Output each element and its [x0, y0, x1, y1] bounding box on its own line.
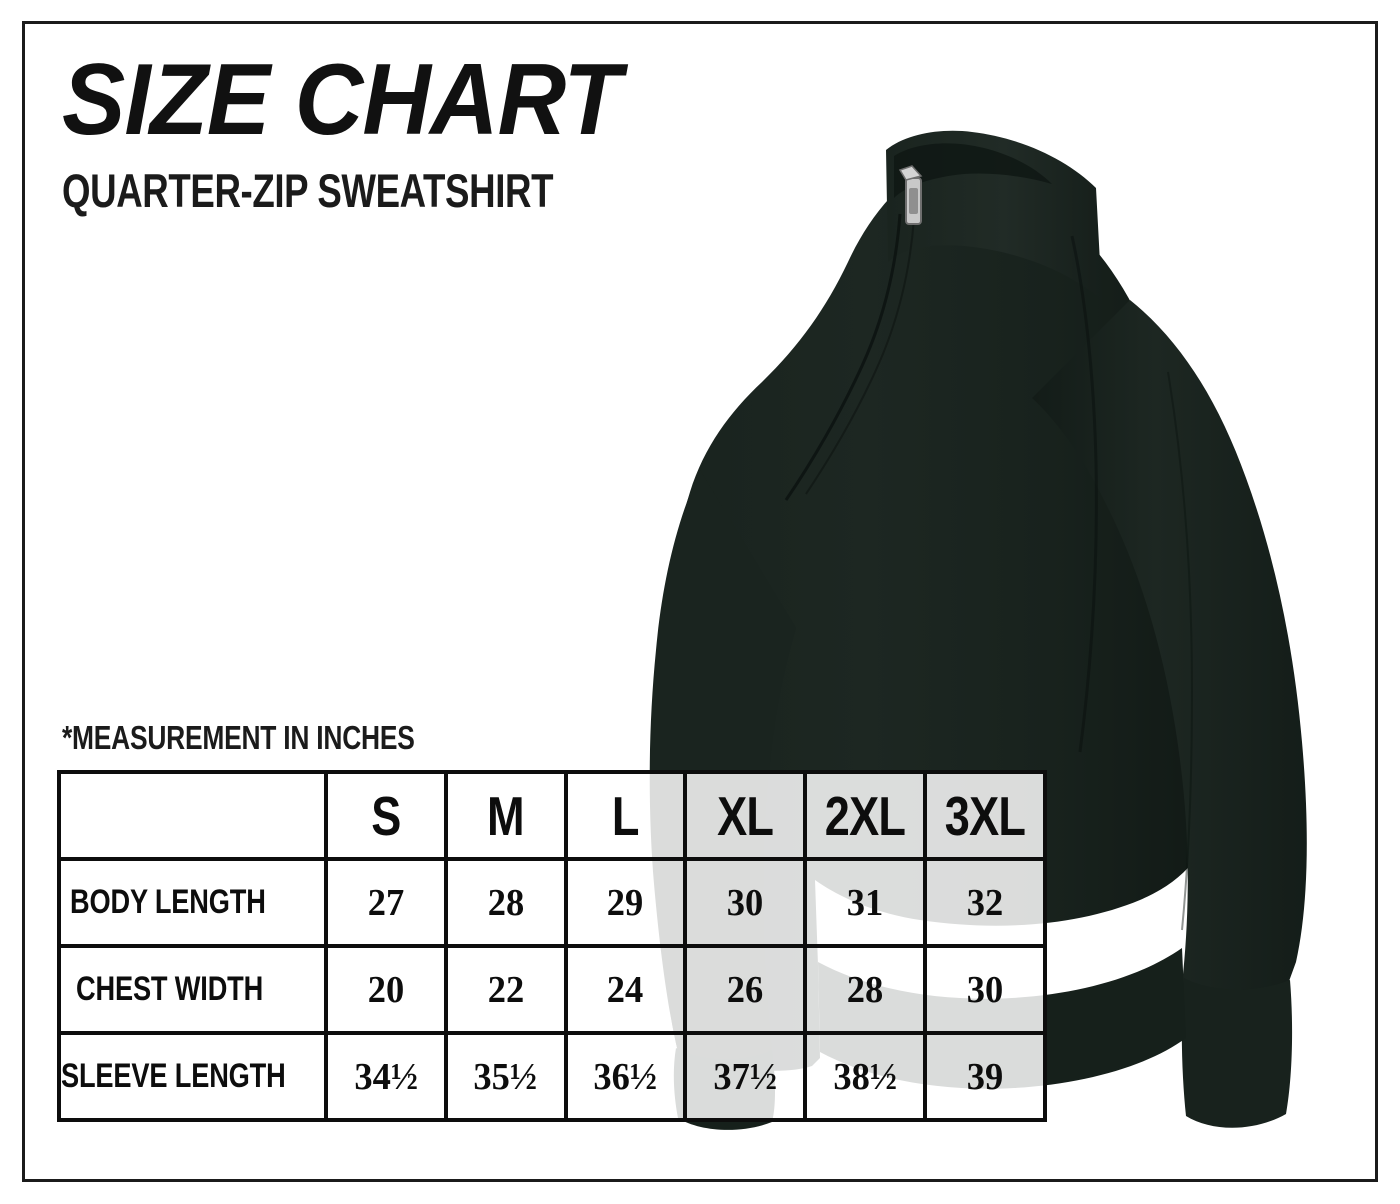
size-header-xl: XL — [683, 770, 808, 861]
cell-sleeve-length-m-text: 35½ — [473, 1055, 538, 1098]
cell-chest-width-l: 24 — [563, 944, 688, 1035]
cell-sleeve-length-s-text: 34½ — [353, 1055, 418, 1098]
title-block: SIZE CHART QUARTER-ZIP SWEATSHIRT — [62, 44, 692, 217]
cell-chest-width-xl: 26 — [683, 944, 808, 1035]
collar-inner-shadow — [894, 143, 1052, 198]
size-header-xl-label: XL — [717, 784, 774, 847]
side-seam — [1167, 371, 1194, 931]
cell-sleeve-length-m: 35½ — [443, 1031, 568, 1122]
zipper-pull-icon — [898, 165, 923, 225]
size-header-3xl-label: 3XL — [944, 784, 1026, 847]
size-header-m: M — [443, 770, 568, 861]
cell-chest-width-2xl: 28 — [803, 944, 927, 1035]
sweatshirt-right-cuff — [1181, 978, 1293, 1128]
cell-sleeve-length-xl-text: 37½ — [713, 1055, 778, 1098]
size-header-3xl: 3XL — [922, 770, 1047, 861]
size-header-l-label: L — [612, 784, 640, 847]
cell-body-length-s-text: 27 — [367, 881, 405, 924]
row-label-chest-width: CHEST WIDTH — [57, 944, 328, 1035]
cell-sleeve-length-2xl: 38½ — [803, 1031, 927, 1122]
cell-sleeve-length-l-text: 36½ — [593, 1055, 658, 1098]
cell-sleeve-length-2xl-text: 38½ — [833, 1055, 897, 1098]
cell-sleeve-length-s: 34½ — [324, 1031, 448, 1122]
size-header-s: S — [324, 770, 448, 861]
table-row: CHEST WIDTH 20 22 24 26 28 30 — [57, 944, 1047, 1035]
sweatshirt-right-sleeve — [1032, 300, 1307, 1000]
cell-chest-width-m: 22 — [443, 944, 568, 1035]
size-header-2xl: 2XL — [803, 770, 927, 861]
shoulder-seam — [1070, 235, 1098, 753]
cell-body-length-xl-text: 30 — [727, 881, 764, 924]
cell-sleeve-length-l: 36½ — [563, 1031, 688, 1122]
size-header-2xl-label: 2XL — [824, 784, 906, 847]
row-label-sleeve-length: SLEEVE LENGTH — [57, 1031, 328, 1122]
zip-placket-seam — [784, 213, 902, 501]
page-title: SIZE CHART — [62, 44, 621, 156]
table-header-row: S M L XL 2XL 3XL — [57, 770, 1047, 861]
table-row: SLEEVE LENGTH 34½ 35½ 36½ 37½ 38½ 39 — [57, 1031, 1047, 1122]
size-header-s-label: S — [371, 784, 401, 847]
cell-chest-width-2xl-text: 28 — [846, 968, 884, 1011]
cell-sleeve-length-3xl: 39 — [922, 1031, 1047, 1122]
size-header-l: L — [563, 770, 688, 861]
table-corner-cell — [57, 770, 328, 861]
size-header-m-label: M — [487, 784, 525, 847]
cell-body-length-m-text: 28 — [487, 881, 524, 924]
page-subtitle: QUARTER-ZIP SWEATSHIRT — [62, 163, 554, 217]
cell-sleeve-length-3xl-text: 39 — [966, 1055, 1004, 1098]
cell-chest-width-m-text: 22 — [487, 968, 524, 1011]
row-label-sleeve-length-text: SLEEVE LENGTH — [61, 1057, 286, 1095]
cell-body-length-2xl-text: 31 — [846, 881, 884, 924]
cell-chest-width-s-text: 20 — [367, 968, 405, 1011]
cell-chest-width-xl-text: 26 — [727, 968, 764, 1011]
row-label-chest-width-text: CHEST WIDTH — [75, 970, 263, 1008]
cell-body-length-l: 29 — [563, 857, 688, 948]
size-table: S M L XL 2XL 3XL BODY LENGTH 27 28 29 30… — [57, 770, 1047, 1122]
cell-body-length-m: 28 — [443, 857, 568, 948]
cell-body-length-l-text: 29 — [607, 881, 644, 924]
row-label-body-length: BODY LENGTH — [57, 857, 328, 948]
cell-body-length-3xl: 32 — [922, 857, 1047, 948]
cell-sleeve-length-xl: 37½ — [683, 1031, 808, 1122]
cell-body-length-xl: 30 — [683, 857, 808, 948]
cell-chest-width-l-text: 24 — [607, 968, 644, 1011]
zip-placket-edge — [805, 217, 915, 495]
table-row: BODY LENGTH 27 28 29 30 31 32 — [57, 857, 1047, 948]
cell-chest-width-3xl-text: 30 — [966, 968, 1004, 1011]
cell-body-length-3xl-text: 32 — [966, 881, 1004, 924]
measurement-note: *MEASUREMENT IN INCHES — [62, 719, 415, 756]
size-table-container: S M L XL 2XL 3XL BODY LENGTH 27 28 29 30… — [57, 770, 1047, 1122]
row-label-body-length-text: BODY LENGTH — [70, 883, 266, 921]
cell-body-length-s: 27 — [324, 857, 448, 948]
cell-chest-width-3xl: 30 — [922, 944, 1047, 1035]
cell-body-length-2xl: 31 — [803, 857, 927, 948]
cell-chest-width-s: 20 — [324, 944, 448, 1035]
